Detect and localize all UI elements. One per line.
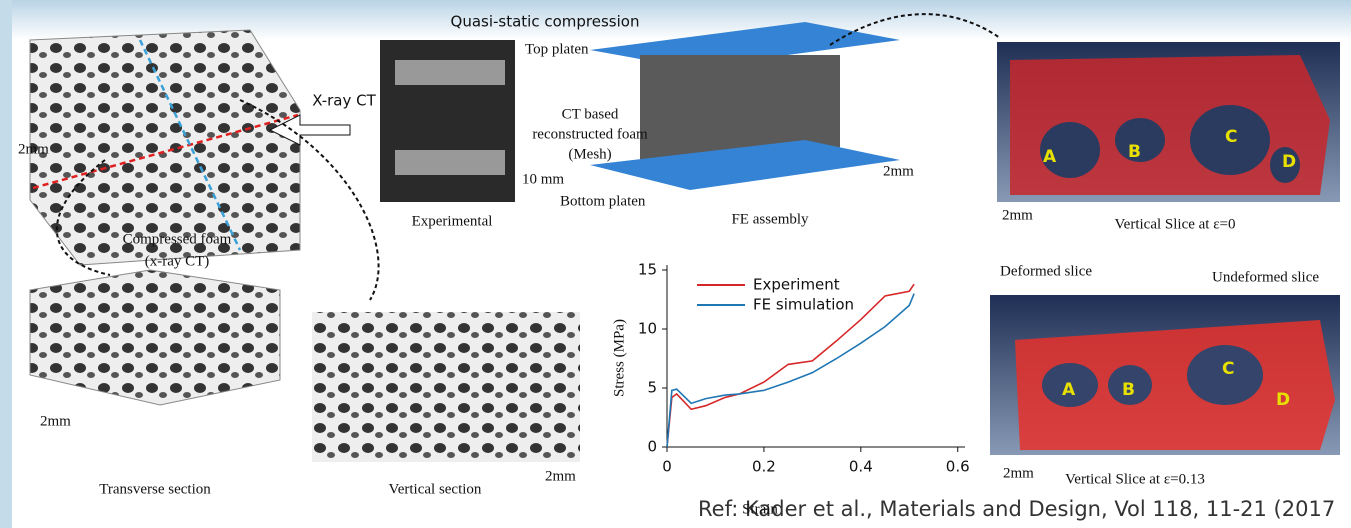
scale-label: 2mm <box>18 141 49 157</box>
y-tick-label: 10 <box>638 320 657 338</box>
transverse-image <box>30 270 280 405</box>
caption: FE assembly <box>731 211 809 227</box>
scale-label: 2mm <box>40 413 71 429</box>
region-label: A <box>1062 380 1076 400</box>
region-label: C <box>1225 127 1237 147</box>
caption: Vertical Slice at ε=0.13 <box>1065 471 1205 487</box>
label: Quasi-static compression <box>451 13 640 31</box>
region-label: B <box>1122 380 1135 400</box>
background <box>0 0 12 528</box>
scale-label: 2mm <box>545 468 576 484</box>
y-tick-label: 5 <box>647 379 657 397</box>
x-tick-label: 0.4 <box>849 458 873 476</box>
legend-label: Experiment <box>753 276 840 294</box>
region-label: A <box>1043 147 1057 167</box>
scale-label: 2mm <box>1002 207 1033 223</box>
legend-label: FE simulation <box>753 296 854 314</box>
y-tick-label: 0 <box>647 438 657 456</box>
caption: Compressed foam <box>123 231 232 247</box>
scale-label: 10 mm <box>522 171 564 187</box>
label: Bottom platen <box>560 193 646 209</box>
platen <box>590 140 900 190</box>
y-tick-label: 15 <box>638 261 657 279</box>
label: (Mesh) <box>568 146 611 162</box>
figure: Quasi-static compression Top platen X-ra… <box>0 0 1351 528</box>
reference: Ref: Kader et al., Materials and Design,… <box>698 497 1335 521</box>
label: Top platen <box>525 41 589 57</box>
label: reconstructed foam <box>532 126 648 142</box>
scale-label: 2mm <box>883 163 914 179</box>
caption: (x-ray CT) <box>145 253 210 269</box>
vertical-image <box>312 312 580 462</box>
scale-label: 2mm <box>1003 465 1034 481</box>
caption: Vertical section <box>389 481 482 497</box>
x-tick-label: 0.6 <box>946 458 970 476</box>
x-tick-label: 0.2 <box>752 458 776 476</box>
foam-cube <box>30 30 300 265</box>
label: X-ray CT <box>312 92 376 110</box>
caption: Transverse section <box>99 481 211 497</box>
label: Undeformed slice <box>1212 269 1319 285</box>
caption: Vertical Slice at ε=0 <box>1115 216 1236 232</box>
region-label: D <box>1282 152 1296 172</box>
y-axis-title: Stress (MPa) <box>611 319 627 397</box>
region-label: D <box>1276 390 1290 410</box>
caption: Experimental <box>412 213 493 229</box>
x-axis-title: Strain <box>742 501 778 517</box>
region-label: C <box>1222 359 1234 379</box>
region-label: B <box>1128 142 1141 162</box>
label: Deformed slice <box>1000 263 1092 279</box>
x-tick-label: 0 <box>662 458 672 476</box>
label: CT based <box>562 106 619 122</box>
series-line <box>667 294 914 447</box>
